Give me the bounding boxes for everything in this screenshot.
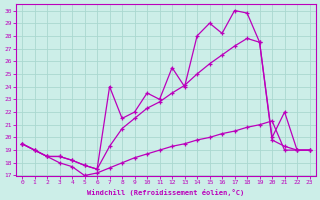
X-axis label: Windchill (Refroidissement éolien,°C): Windchill (Refroidissement éolien,°C) (87, 189, 244, 196)
